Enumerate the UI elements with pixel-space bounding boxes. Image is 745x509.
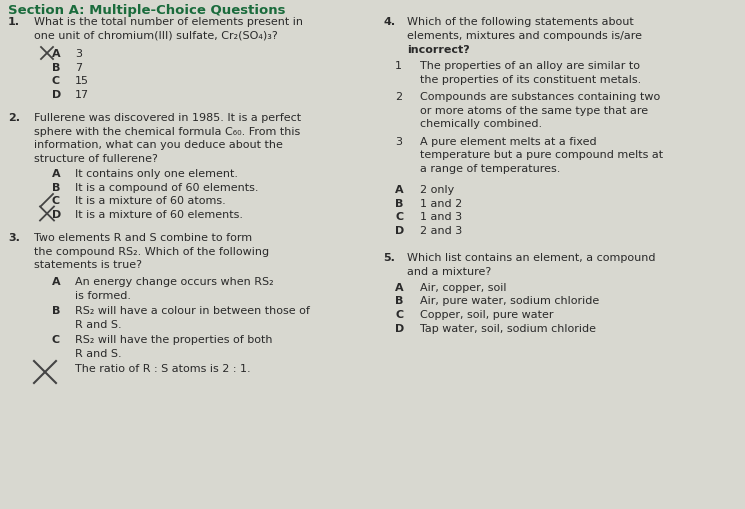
Text: 2 and 3: 2 and 3 xyxy=(420,225,462,236)
Text: Two elements R and S combine to form
the compound RS₂. Which of the following
st: Two elements R and S combine to form the… xyxy=(34,233,269,270)
Text: Tap water, soil, sodium chloride: Tap water, soil, sodium chloride xyxy=(420,324,596,333)
Text: 7: 7 xyxy=(75,63,82,72)
Text: The properties of an alloy are similar to
the properties of its constituent meta: The properties of an alloy are similar t… xyxy=(420,61,641,84)
Text: D: D xyxy=(395,324,405,333)
Text: B: B xyxy=(395,297,403,306)
Text: 17: 17 xyxy=(75,90,89,99)
Text: B: B xyxy=(52,306,60,316)
Text: C: C xyxy=(52,196,60,206)
Text: 1: 1 xyxy=(395,61,402,71)
Text: It is a mixture of 60 elements.: It is a mixture of 60 elements. xyxy=(75,210,243,219)
Text: C: C xyxy=(395,310,403,320)
Text: B: B xyxy=(395,199,403,209)
Text: 2: 2 xyxy=(395,92,402,102)
Text: Which list contains an element, a compound
and a mixture?: Which list contains an element, a compou… xyxy=(407,253,656,276)
Text: Which of the following statements about
elements, mixtures and compounds is/are: Which of the following statements about … xyxy=(407,17,642,41)
Text: 3: 3 xyxy=(395,136,402,147)
Text: B: B xyxy=(52,63,60,72)
Text: Air, pure water, sodium chloride: Air, pure water, sodium chloride xyxy=(420,297,599,306)
Text: It is a mixture of 60 atoms.: It is a mixture of 60 atoms. xyxy=(75,196,226,206)
Text: C: C xyxy=(395,212,403,222)
Text: Fullerene was discovered in 1985. It is a perfect
sphere with the chemical formu: Fullerene was discovered in 1985. It is … xyxy=(34,113,301,164)
Text: 1.: 1. xyxy=(8,17,20,27)
Text: RS₂ will have the properties of both
R and S.: RS₂ will have the properties of both R a… xyxy=(75,335,273,359)
Text: D: D xyxy=(395,225,405,236)
Text: 3.: 3. xyxy=(8,233,20,243)
Text: C: C xyxy=(52,76,60,86)
Text: 1 and 3: 1 and 3 xyxy=(420,212,462,222)
Text: 15: 15 xyxy=(75,76,89,86)
Text: D: D xyxy=(52,210,61,219)
Text: The ratio of R : S atoms is 2 : 1.: The ratio of R : S atoms is 2 : 1. xyxy=(75,364,250,374)
Text: RS₂ will have a colour in between those of
R and S.: RS₂ will have a colour in between those … xyxy=(75,306,310,330)
Text: What is the total number of elements present in
one unit of chromium(III) sulfat: What is the total number of elements pre… xyxy=(34,17,303,41)
Text: A: A xyxy=(52,169,60,179)
Text: Air, copper, soil: Air, copper, soil xyxy=(420,283,507,293)
Text: Section A: Multiple-Choice Questions: Section A: Multiple-Choice Questions xyxy=(8,4,285,17)
Text: A: A xyxy=(395,185,404,195)
Text: D: D xyxy=(52,90,61,99)
Text: 2.: 2. xyxy=(8,113,20,123)
Text: 4.: 4. xyxy=(383,17,395,27)
Text: Copper, soil, pure water: Copper, soil, pure water xyxy=(420,310,554,320)
Text: 1 and 2: 1 and 2 xyxy=(420,199,462,209)
Text: 3: 3 xyxy=(75,49,82,59)
Text: It is a compound of 60 elements.: It is a compound of 60 elements. xyxy=(75,183,259,192)
Text: An energy change occurs when RS₂
is formed.: An energy change occurs when RS₂ is form… xyxy=(75,277,273,301)
Text: A: A xyxy=(52,49,60,59)
Text: 5.: 5. xyxy=(383,253,395,263)
Text: A: A xyxy=(395,283,404,293)
Text: C: C xyxy=(52,335,60,345)
Text: Compounds are substances containing two
or more atoms of the same type that are
: Compounds are substances containing two … xyxy=(420,92,660,129)
Text: 2 only: 2 only xyxy=(420,185,454,195)
Text: incorrect?: incorrect? xyxy=(407,45,470,55)
Text: A pure element melts at a fixed
temperature but a pure compound melts at
a range: A pure element melts at a fixed temperat… xyxy=(420,136,663,174)
Text: It contains only one element.: It contains only one element. xyxy=(75,169,238,179)
Text: B: B xyxy=(52,183,60,192)
Text: A: A xyxy=(52,277,60,287)
